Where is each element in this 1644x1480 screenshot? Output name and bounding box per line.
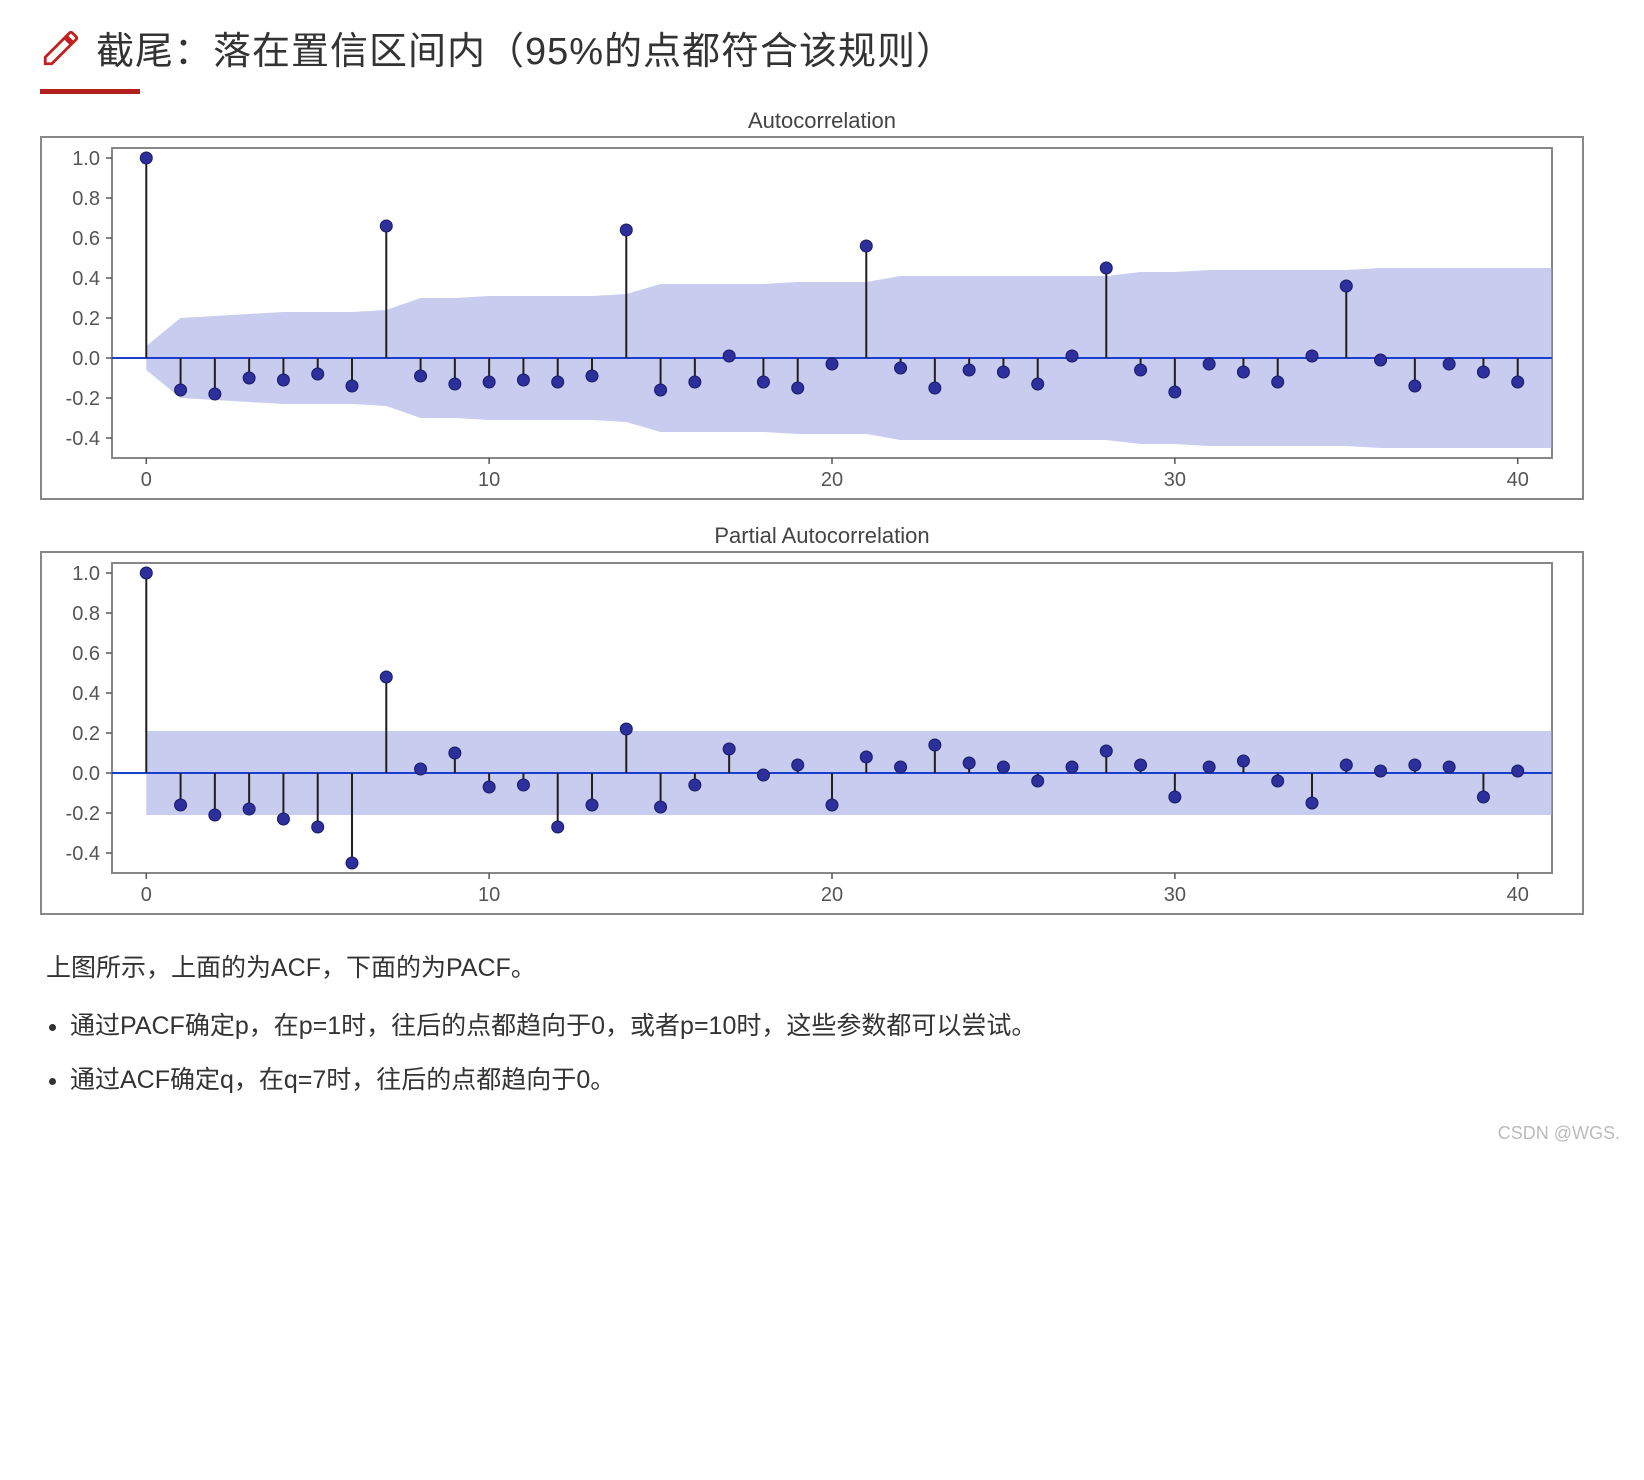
svg-text:1.0: 1.0 [72,148,100,170]
page-title: 截尾：落在置信区间内（95%的点都符合该规则） [96,20,955,75]
svg-text:-0.2: -0.2 [66,388,100,410]
svg-text:0.2: 0.2 [72,723,100,745]
acf-chart: -0.4 -0.2 0.0 0.2 0.4 0.6 0.8 1.0 0 10 20 30 40 [40,136,1584,500]
acf-chart-wrap: Autocorrelation -0.4 -0.2 0.0 0.2 0.4 0.6 0.8 1… [40,108,1604,505]
svg-text:0.6: 0.6 [72,643,100,665]
acf-title: Autocorrelation [40,108,1604,134]
svg-text:40: 40 [1507,469,1529,491]
svg-text:0: 0 [141,884,152,906]
pacf-chart-wrap: Partial Autocorrelation -0.4 -0.2 0.0 0.2 0.… [40,523,1604,920]
svg-text:20: 20 [821,469,843,491]
svg-text:30: 30 [1164,884,1186,906]
svg-text:0.0: 0.0 [72,348,100,370]
pacf-title: Partial Autocorrelation [40,523,1604,549]
svg-text:-0.4: -0.4 [66,428,100,450]
title-underline [40,89,140,94]
svg-text:0.0: 0.0 [72,763,100,785]
svg-text:40: 40 [1507,884,1529,906]
caption-text: 上图所示，上面的为ACF，下面的为PACF。 [46,948,1604,988]
svg-text:0.4: 0.4 [72,268,100,290]
svg-text:-0.2: -0.2 [66,803,100,825]
bullet-list: 通过PACF确定p，在p=1时，往后的点都趋向于0，或者p=10时，这些参数都可… [70,1006,1604,1100]
svg-text:10: 10 [478,884,500,906]
svg-text:0: 0 [141,469,152,491]
title-row: 截尾：落在置信区间内（95%的点都符合该规则） [40,20,1604,75]
svg-text:0.6: 0.6 [72,228,100,250]
list-item: 通过ACF确定q，在q=7时，往后的点都趋向于0。 [70,1060,1604,1100]
svg-text:20: 20 [821,884,843,906]
svg-text:0.8: 0.8 [72,603,100,625]
svg-text:1.0: 1.0 [72,563,100,585]
page-root: 截尾：落在置信区间内（95%的点都符合该规则） Autocorrelation … [0,0,1644,1154]
svg-text:10: 10 [478,469,500,491]
svg-text:30: 30 [1164,469,1186,491]
pacf-chart: -0.4 -0.2 0.0 0.2 0.4 0.6 0.8 1.0 0 10 20 30 40 [40,551,1584,915]
pencil-icon [40,27,82,69]
svg-text:-0.4: -0.4 [66,843,100,865]
list-item: 通过PACF确定p，在p=1时，往后的点都趋向于0，或者p=10时，这些参数都可… [70,1006,1604,1046]
watermark-text: CSDN @WGS. [1498,1123,1620,1144]
svg-text:0.2: 0.2 [72,308,100,330]
svg-text:0.4: 0.4 [72,683,100,705]
svg-text:0.8: 0.8 [72,188,100,210]
